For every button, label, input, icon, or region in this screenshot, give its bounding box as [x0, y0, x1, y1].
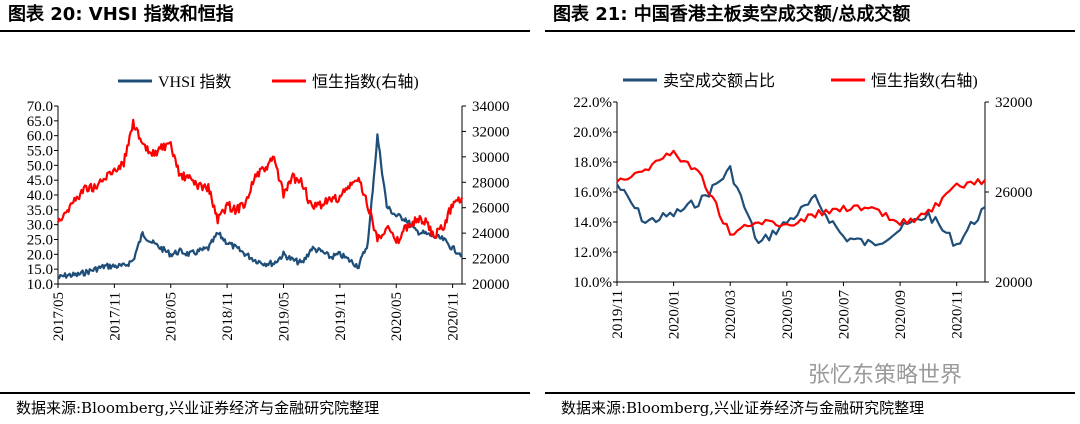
- left-tick-label: 50.0: [27, 158, 53, 174]
- x-tick-label: 2020/03: [723, 290, 739, 339]
- x-tick-label: 2020/05: [389, 292, 405, 341]
- x-tick-label: 2020/11: [446, 292, 462, 341]
- short-selling-ratio-chart: 10.0% 12.0% 14.0% 16.0% 18.0% 20.0% 22.0% 20000…: [573, 72, 1033, 340]
- left-tick-label: 20.0%: [573, 125, 612, 141]
- x-tick-label: 2019/05: [276, 292, 292, 341]
- left-tick-label: 60.0: [27, 129, 53, 145]
- left-tick-label: 15.0: [27, 262, 53, 278]
- left-tick-label: 12.0%: [573, 245, 612, 261]
- left-tick-label: 65.0: [27, 114, 53, 130]
- left-tick-label: 45.0: [27, 173, 53, 189]
- left-tick-label: 25.0: [27, 233, 53, 249]
- x-tick-label: 2018/11: [220, 292, 236, 341]
- series-line-2: [56, 118, 464, 245]
- x-tick-label: 2018/05: [164, 292, 180, 341]
- x-tick-label: 2020/09: [893, 290, 909, 339]
- legend-label-1: 卖空成交额占比: [663, 72, 775, 90]
- left-tick-label: 14.0%: [573, 215, 612, 231]
- left-tick-label: 40.0: [27, 188, 53, 204]
- right-tick-label: 34000: [472, 99, 510, 115]
- left-tick-label: 16.0%: [573, 185, 612, 201]
- x-tick-label: 2020/01: [667, 290, 683, 339]
- figure-21-title-text: 图表 21: 中国香港主板卖空成交额/总成交额: [553, 4, 911, 25]
- x-tick-label: 2020/05: [780, 290, 796, 339]
- x-tick-label: 2019/11: [610, 290, 626, 339]
- figure-20-source-text: 数据来源:Bloomberg,兴业证券经济与金融研究院整理: [16, 399, 380, 417]
- right-tick-label: 24000: [472, 226, 510, 242]
- left-tick-label: 70.0: [27, 99, 53, 115]
- left-tick-label: 30.0: [27, 218, 53, 234]
- right-tick-label: 20000: [472, 277, 510, 293]
- right-tick-label: 32000: [995, 95, 1033, 111]
- x-tick-label: 2017/11: [107, 292, 123, 341]
- legend-label-2: 恒生指数(右轴): [871, 72, 978, 90]
- x-tick-label: 2017/05: [51, 292, 67, 341]
- figure-21-panel: 图表 21: 中国香港主板卖空成交额/总成交额 10.0% 12.0% 14.0% 1…: [545, 0, 1080, 424]
- figure-20-title-text: 图表 20: VHSI 指数和恒指: [8, 4, 234, 25]
- x-tick-label: 2020/11: [950, 290, 966, 339]
- figure-21-source: 数据来源:Bloomberg,兴业证券经济与金融研究院整理: [545, 392, 1075, 424]
- left-tick-label: 35.0: [27, 203, 53, 219]
- left-tick-label: 20.0: [27, 247, 53, 263]
- legend-label-2: 恒生指数(右轴): [312, 73, 419, 91]
- figure-21-source-text: 数据来源:Bloomberg,兴业证券经济与金融研究院整理: [561, 399, 925, 417]
- right-tick-label: 28000: [472, 175, 510, 191]
- figure-20-source: 数据来源:Bloomberg,兴业证券经济与金融研究院整理: [0, 392, 530, 424]
- left-tick-label: 10.0%: [573, 275, 612, 291]
- right-tick-label: 26000: [995, 185, 1033, 201]
- legend-label-1: VHSI 指数: [158, 73, 231, 91]
- series-line-1: [57, 133, 463, 280]
- series-line-1: [616, 165, 986, 247]
- x-tick-label: 2020/07: [836, 290, 852, 340]
- vhsi-hsi-chart: 10.015.020.025.030.035.040.045.050.055.0…: [27, 73, 510, 341]
- right-tick-label: 32000: [472, 124, 510, 140]
- right-tick-label: 30000: [472, 150, 510, 166]
- left-tick-label: 55.0: [27, 144, 53, 160]
- left-tick-label: 18.0%: [573, 155, 612, 171]
- figure-20-panel: 图表 20: VHSI 指数和恒指 10.0 15.0 20.0 25.0 30.0 35…: [0, 0, 535, 424]
- x-tick-label: 2019/11: [333, 292, 349, 341]
- left-tick-label: 22.0%: [573, 95, 612, 111]
- figure-20-title: 图表 20: VHSI 指数和恒指: [0, 2, 530, 32]
- watermark: 张忆东策略世界: [808, 363, 963, 388]
- left-tick-label: 10.0: [27, 277, 53, 293]
- figure-21-title: 图表 21: 中国香港主板卖空成交额/总成交额: [545, 2, 1075, 32]
- right-tick-label: 22000: [472, 252, 510, 268]
- right-tick-label: 26000: [472, 201, 510, 217]
- right-tick-label: 20000: [995, 275, 1033, 291]
- series-line-2: [616, 149, 986, 236]
